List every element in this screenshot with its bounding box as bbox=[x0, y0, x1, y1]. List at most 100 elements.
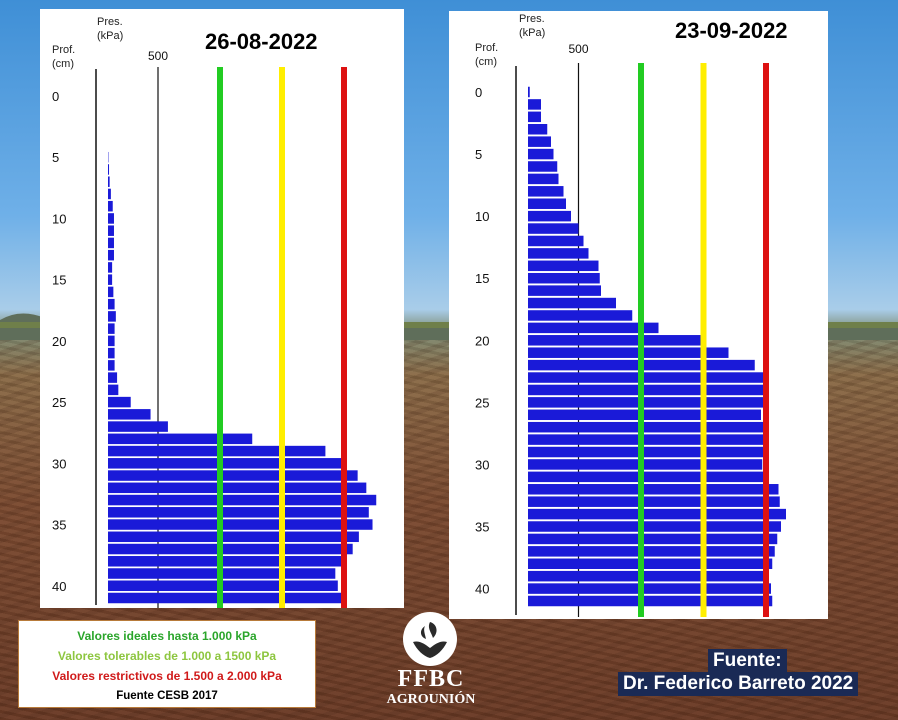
chart-2-title: 23-09-2022 bbox=[675, 18, 788, 43]
chart-2-bar bbox=[528, 521, 781, 532]
logo-subtitle: AGROUNIÓN bbox=[386, 692, 476, 707]
chart-1-bar bbox=[108, 176, 110, 187]
chart-2-bar bbox=[528, 558, 773, 570]
chart-2-bar bbox=[528, 459, 763, 470]
chart-1-bar bbox=[108, 164, 110, 175]
chart-2-ytick-label: 35 bbox=[475, 520, 489, 535]
chart-2-bar bbox=[528, 210, 571, 222]
chart-1-bar bbox=[108, 470, 358, 481]
chart-1-bar bbox=[108, 556, 347, 567]
chart-1-bar bbox=[108, 225, 114, 236]
chart-2-bar bbox=[528, 446, 765, 458]
chart-1-bar bbox=[108, 274, 113, 285]
logo-name: FFBC bbox=[397, 666, 465, 692]
chart-1-ytick-label: 30 bbox=[52, 456, 66, 471]
chart-2-bar bbox=[528, 186, 564, 197]
chart-1-bar bbox=[108, 188, 111, 200]
source-label: Fuente: bbox=[708, 649, 787, 673]
chart-2-bar bbox=[528, 322, 659, 334]
chart-1-ytick-label: 40 bbox=[52, 579, 66, 594]
chart-1-ytick-label: 0 bbox=[52, 89, 59, 104]
chart-panel-1: Pres. (kPa) Prof. (cm) 26-08-2022 500 0 5… bbox=[40, 9, 404, 608]
chart-2-bar bbox=[528, 260, 599, 272]
chart-2-bar bbox=[528, 546, 775, 557]
chart-2-bar bbox=[528, 235, 584, 247]
chart-1-bar bbox=[108, 298, 115, 310]
chart-2-bar bbox=[528, 384, 769, 396]
chart-2-ytick-label: 30 bbox=[475, 457, 489, 472]
chart-1-bar bbox=[108, 494, 377, 506]
source-author: Dr. Federico Barreto 2022 bbox=[618, 672, 859, 696]
chart-1-bar bbox=[108, 482, 367, 494]
chart-1-bar bbox=[108, 262, 113, 273]
chart-2-bar bbox=[528, 123, 548, 135]
chart-2-ytick-label: 15 bbox=[475, 271, 489, 286]
chart-1-svg: Pres. (kPa) Prof. (cm) 26-08-2022 500 0 5… bbox=[52, 16, 377, 608]
chart-1-ylabel-line2: (cm) bbox=[52, 58, 74, 70]
chart-2-bar bbox=[528, 297, 616, 309]
chart-1-bar bbox=[108, 433, 253, 445]
chart-2-bar bbox=[528, 136, 551, 147]
chart-2-bar bbox=[528, 496, 780, 507]
chart-1-bar bbox=[108, 519, 373, 530]
chart-2-bar bbox=[528, 397, 765, 408]
chart-1-bar bbox=[108, 335, 115, 347]
chart-1-xtick-label: 500 bbox=[148, 49, 168, 63]
chart-1-bar bbox=[108, 543, 353, 555]
chart-1-ytick-label: 10 bbox=[52, 211, 66, 226]
chart-1-bar bbox=[108, 372, 118, 383]
chart-2-bar bbox=[528, 347, 729, 358]
ffbc-logo: FFBC AGROUNIÓN bbox=[366, 612, 496, 718]
chart-1-bar bbox=[108, 445, 326, 457]
chart-2-bar bbox=[528, 583, 771, 594]
chart-2-ylabel-line1: Prof. bbox=[475, 42, 498, 54]
legend-ideal: Valores ideales hasta 1.000 kPa bbox=[77, 629, 257, 643]
chart-2-bar bbox=[528, 272, 600, 284]
chart-2-bar bbox=[528, 148, 554, 160]
chart-1-bar bbox=[108, 237, 114, 249]
chart-2-bar bbox=[528, 372, 764, 383]
chart-2-ytick-label: 20 bbox=[475, 333, 489, 348]
chart-1-xlabel-line1: Pres. bbox=[97, 16, 123, 28]
chart-2-bar bbox=[528, 421, 766, 433]
chart-2-ytick-label: 5 bbox=[475, 147, 482, 162]
chart-2-bar bbox=[528, 471, 765, 483]
legend-box: Valores ideales hasta 1.000 kPa Valores … bbox=[18, 620, 316, 708]
chart-1-bar bbox=[108, 347, 115, 359]
chart-1-bar bbox=[108, 396, 131, 408]
chart-2-bar bbox=[528, 335, 705, 346]
chart-1-bar bbox=[108, 249, 114, 261]
chart-1-bar bbox=[108, 592, 344, 604]
chart-1-ylabel-line1: Prof. bbox=[52, 44, 75, 56]
chart-2-xlabel-line2: (kPa) bbox=[519, 27, 545, 39]
chart-2-ytick-label: 10 bbox=[475, 209, 489, 224]
chart-1-xlabel-line2: (kPa) bbox=[97, 30, 123, 42]
chart-1-bar bbox=[108, 200, 113, 212]
chart-1-bar bbox=[108, 360, 115, 371]
chart-2-bar bbox=[528, 508, 786, 520]
chart-1-ytick-label: 25 bbox=[52, 395, 66, 410]
chart-2-ytick-label: 25 bbox=[475, 395, 489, 410]
chart-1-ytick-label: 15 bbox=[52, 273, 66, 288]
chart-2-bar bbox=[528, 434, 765, 445]
chart-2-bar bbox=[528, 484, 779, 495]
chart-1-bar bbox=[108, 384, 119, 396]
legend-tolerable: Valores tolerables de 1.000 a 1500 kPa bbox=[57, 649, 277, 663]
chart-2-bar bbox=[528, 198, 566, 209]
chart-1-title: 26-08-2022 bbox=[205, 29, 318, 54]
chart-2-bar bbox=[528, 533, 778, 545]
chart-2-bar bbox=[528, 409, 761, 421]
chart-2-bar bbox=[528, 285, 601, 296]
chart-2-svg: Pres. (kPa) Prof. (cm) 23-09-2022 500 0 5… bbox=[475, 13, 788, 617]
chart-2-bar bbox=[528, 223, 579, 234]
chart-1-bar bbox=[108, 286, 114, 298]
chart-1-ytick-label: 20 bbox=[52, 334, 66, 349]
chart-2-bar bbox=[528, 99, 541, 110]
chart-2-ytick-label: 40 bbox=[475, 582, 489, 597]
chart-1-bar bbox=[108, 311, 116, 322]
chart-1-bar bbox=[108, 507, 369, 518]
chart-1-ytick-label: 5 bbox=[52, 150, 59, 165]
legend-restrictive: Valores restrictivos de 1.500 a 2.000 kP… bbox=[52, 669, 282, 683]
chart-2-ytick-label: 0 bbox=[475, 85, 482, 100]
chart-1-bar bbox=[108, 213, 114, 224]
